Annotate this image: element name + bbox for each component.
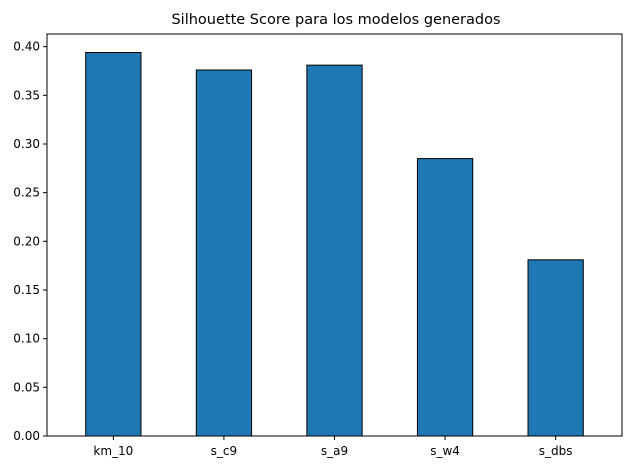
x-tick-label: s_w4	[430, 444, 460, 458]
y-tick-label: 0.30	[13, 137, 40, 151]
plot-frame	[46, 33, 623, 437]
bar-km_10	[85, 51, 142, 437]
y-tick-label: 0.00	[13, 429, 40, 443]
y-axis: 0.00 0.05 0.10 0.15 0.20 0.25 0.30 0.35 0.40	[13, 40, 47, 443]
chart-title: Silhouette Score para los modelos genera…	[171, 12, 500, 28]
y-tick-label: 0.20	[13, 234, 40, 248]
bar-s_w4	[416, 158, 474, 437]
y-tick-label: 0.25	[13, 186, 40, 200]
x-tick-label: s_c9	[211, 444, 237, 458]
y-tick-label: 0.05	[13, 380, 40, 394]
x-axis: km_10 s_c9 s_a9 s_w4 s_dbs	[93, 436, 573, 458]
x-tick-label: s_dbs	[539, 444, 573, 458]
y-tick-label: 0.35	[13, 88, 40, 102]
bar-s_c9	[195, 69, 253, 437]
y-tick-label: 0.40	[13, 40, 40, 54]
x-tick-label: s_a9	[321, 444, 348, 458]
bar-s_dbs	[527, 259, 584, 437]
y-tick-label: 0.15	[13, 283, 40, 297]
bar-s_a9	[306, 64, 363, 437]
bars-group	[85, 51, 584, 437]
y-tick-label: 0.10	[13, 332, 40, 346]
x-tick-label: km_10	[93, 444, 133, 458]
